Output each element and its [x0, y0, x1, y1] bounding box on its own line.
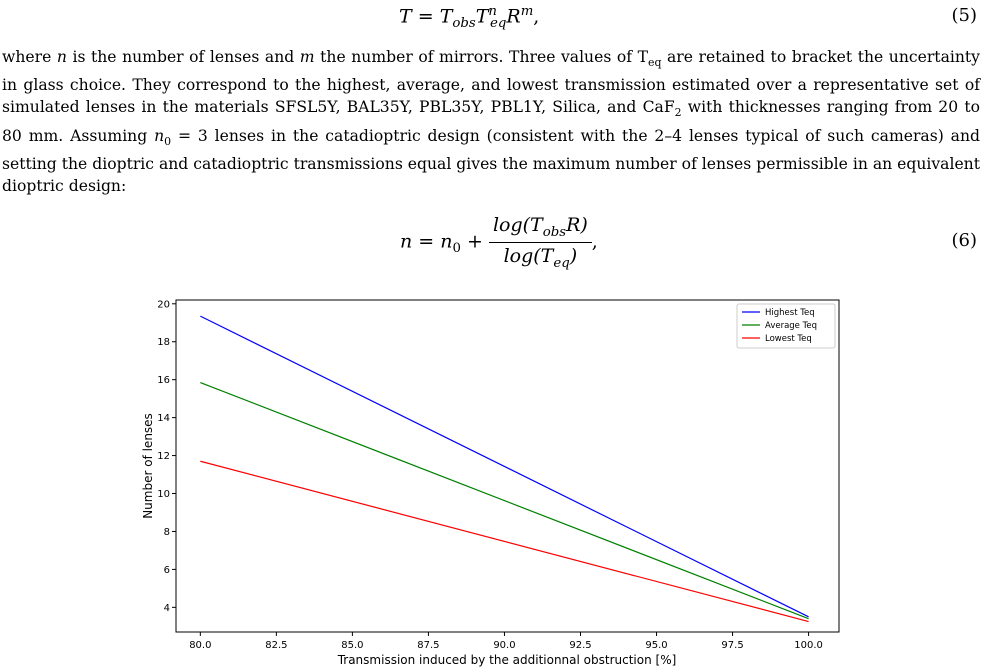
body-paragraph: where n is the number of lenses and m th…	[2, 48, 980, 195]
y-tick-label: 8	[164, 527, 170, 538]
x-axis-ticks: 80.0 82.5 85.0 87.5 90.0 92.5 95.0 97.5 100.0	[189, 632, 823, 651]
legend-label: Lowest Teq	[765, 334, 812, 344]
equation-6-body: n = n0 + log(TobsR) log(Teq),	[400, 214, 598, 271]
equation-6-number: (6)	[951, 230, 978, 251]
equation-5-body: T = TobsTneqRm,	[399, 4, 540, 32]
equation-6: n = n0 + log(TobsR) log(Teq), (6)	[0, 212, 985, 272]
x-tick-label: 82.5	[265, 640, 287, 651]
y-tick-label: 18	[157, 337, 170, 348]
y-axis-ticks: 4 6 8 10 12 14 16 18 20	[157, 299, 176, 614]
series-line-average-teq	[200, 381, 809, 620]
x-tick-label: 90.0	[493, 640, 515, 651]
legend: Highest Teq Average Teq Lowest Teq	[736, 303, 836, 349]
y-tick-label: 14	[157, 413, 170, 424]
equation-6-fraction: log(TobsR) log(Teq)	[488, 214, 592, 271]
x-tick-label: 95.0	[645, 640, 667, 651]
x-tick-label: 87.5	[417, 640, 439, 651]
lenses-chart: 80.0 82.5 85.0 87.5 90.0 92.5 95.0 97.5 100.0 4 6…	[141, 299, 840, 667]
legend-label: Average Teq	[765, 321, 817, 331]
x-tick-label: 97.5	[721, 640, 743, 651]
x-tick-label: 92.5	[569, 640, 591, 651]
x-tick-label: 80.0	[189, 640, 211, 651]
y-tick-label: 16	[157, 375, 170, 386]
y-tick-label: 12	[157, 451, 170, 462]
x-tick-label: 85.0	[341, 640, 363, 651]
equation-5-number: (5)	[951, 5, 978, 26]
y-tick-label: 6	[164, 565, 170, 576]
y-tick-label: 10	[157, 489, 170, 500]
y-tick-label: 4	[164, 603, 170, 614]
series-lines	[200, 315, 809, 623]
x-tick-label: 100.0	[794, 640, 823, 651]
y-axis-label: Number of lenses	[141, 413, 155, 519]
equation-5: T = TobsTneqRm, (5)	[0, 2, 985, 32]
series-line-lowest-teq	[200, 460, 809, 623]
series-line-highest-teq	[200, 315, 809, 618]
x-axis-label: Transmission induced by the additionnal …	[337, 653, 677, 667]
legend-label: Highest Teq	[765, 308, 815, 318]
plot-frame	[175, 299, 840, 633]
y-tick-label: 20	[157, 299, 170, 310]
legend-box	[736, 303, 836, 349]
